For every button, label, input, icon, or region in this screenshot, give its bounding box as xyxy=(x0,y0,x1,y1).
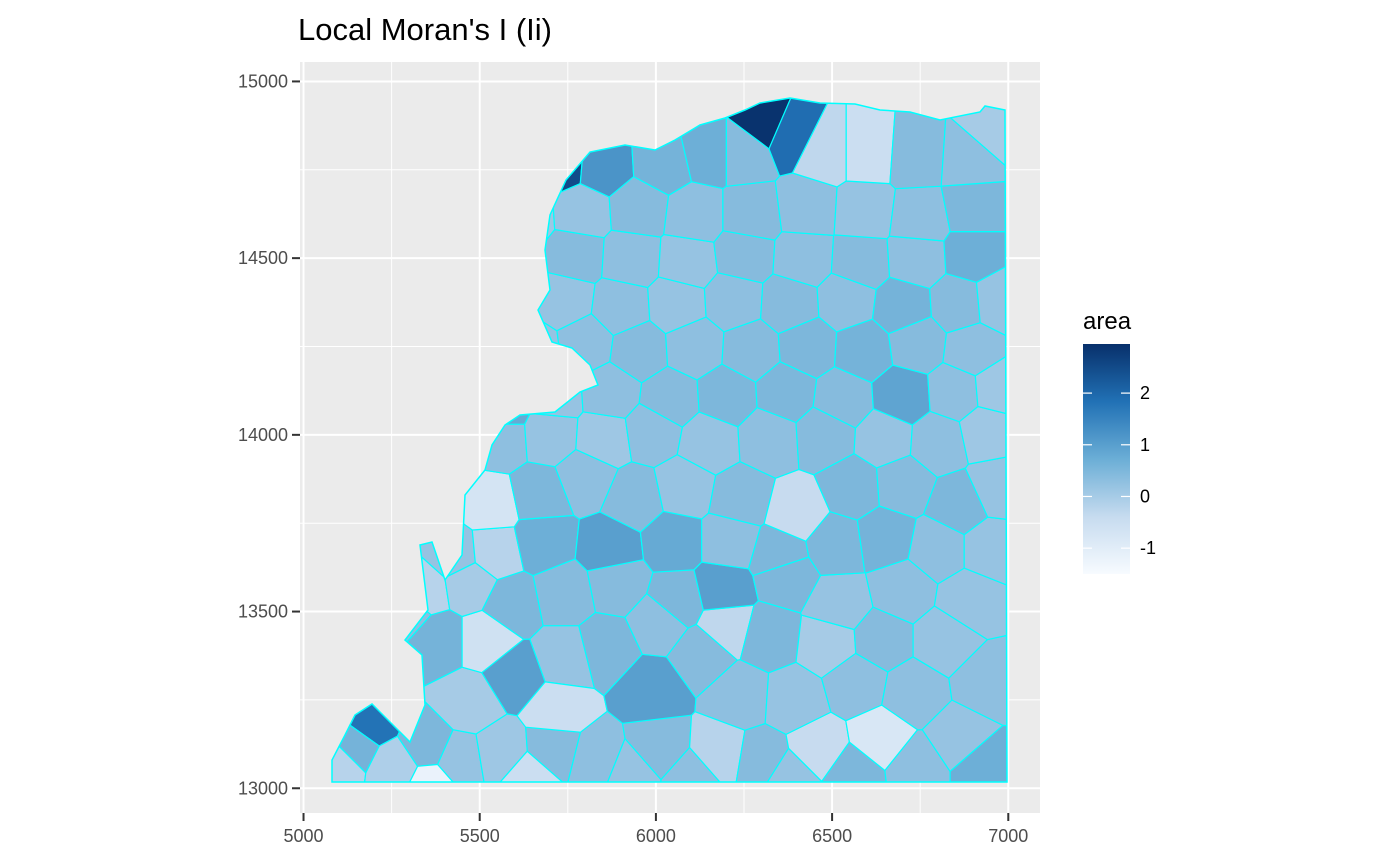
cell-6 xyxy=(393,763,481,782)
cell-132 xyxy=(833,180,897,240)
chart-title: Local Moran's I (Ii) xyxy=(298,12,552,47)
cell-8 xyxy=(482,750,575,782)
legend-tick-label-3: 2 xyxy=(1140,383,1150,403)
y-tick-label-0: 13000 xyxy=(238,778,288,798)
cell-133 xyxy=(888,185,951,242)
legend-tick-label-2: 1 xyxy=(1140,435,1150,455)
x-tick-label-3: 6500 xyxy=(812,826,852,846)
tissue-outline xyxy=(331,97,1008,783)
y-tick-label-2: 14000 xyxy=(238,425,288,445)
cell-96 xyxy=(974,344,1007,423)
cell-144 xyxy=(845,98,900,185)
legend-colorbar xyxy=(1083,344,1130,574)
x-axis: 5000 5500 6000 6500 7000 xyxy=(284,813,1028,846)
legend-tick-label-1: 0 xyxy=(1140,486,1150,506)
cell-130 xyxy=(722,180,783,241)
legend: area -1 0 1 2 xyxy=(1083,308,1156,574)
cell-22 xyxy=(949,724,1007,782)
x-tick-label-0: 5000 xyxy=(284,826,324,846)
y-tick-label-1: 13500 xyxy=(238,602,288,622)
y-tick-label-4: 15000 xyxy=(238,71,288,91)
x-tick-label-2: 6000 xyxy=(636,826,676,846)
x-tick-label-1: 5500 xyxy=(460,826,500,846)
cell-119 xyxy=(601,229,662,289)
legend-title: area xyxy=(1083,308,1132,335)
legend-ticks: -1 0 1 2 xyxy=(1083,383,1156,558)
y-tick-label-3: 14500 xyxy=(238,248,288,268)
cell-0 xyxy=(332,706,367,782)
cell-13 xyxy=(658,746,739,782)
y-axis: 13000 13500 14000 14500 15000 xyxy=(238,71,300,798)
outline-layer xyxy=(331,97,1008,783)
x-tick-label-4: 7000 xyxy=(988,826,1028,846)
legend-tick-label-0: -1 xyxy=(1140,538,1156,558)
